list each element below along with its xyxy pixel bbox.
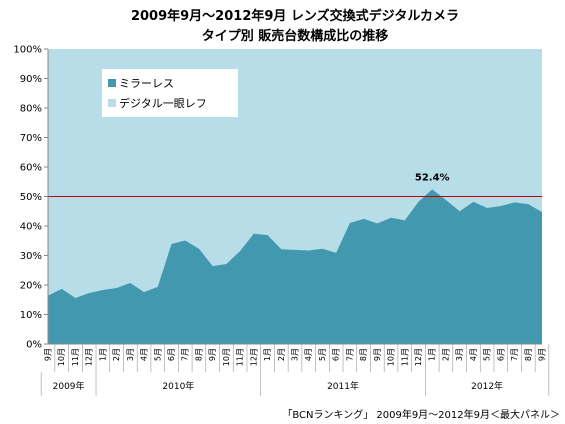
x-tick-label: 5月 [318, 348, 327, 361]
x-tick-label: 2月 [277, 348, 286, 361]
x-tick-label: 7月 [510, 348, 519, 361]
x-tick-label: 6月 [167, 348, 176, 361]
x-tick-label: 2月 [441, 348, 450, 361]
year-label: 2012年 [471, 380, 503, 392]
x-tick-label: 4月 [140, 348, 149, 361]
peak-annotation: 52.4% [415, 172, 450, 183]
x-tick-label: 11月 [236, 348, 245, 366]
y-tick-label: 10% [20, 310, 42, 321]
x-tick-label: 3月 [291, 348, 300, 361]
x-tick-label: 10月 [387, 348, 396, 366]
year-label: 2010年 [162, 380, 194, 392]
chart-title: 2009年9月～2012年9月 レンズ交換式デジタルカメラ [131, 8, 459, 24]
x-tick-label: 3月 [126, 348, 135, 361]
x-tick-label: 2月 [112, 348, 121, 361]
x-tick-label: 10月 [57, 348, 66, 366]
x-tick-label: 1月 [428, 348, 437, 361]
y-tick-label: 40% [20, 222, 42, 233]
y-tick-label: 70% [20, 133, 42, 144]
legend-swatch-mirrorless [108, 79, 116, 87]
x-tick-label: 11月 [400, 348, 409, 366]
legend-box [102, 69, 238, 117]
year-label: 2009年 [53, 380, 85, 392]
y-tick-label: 20% [20, 281, 42, 292]
y-tick-label: 90% [20, 74, 42, 85]
y-tick-label: 50% [20, 192, 42, 203]
x-tick-label: 11月 [71, 348, 80, 366]
x-tick-label: 10月 [222, 348, 231, 366]
y-tick-label: 0% [26, 340, 42, 351]
legend-swatch-dslr [108, 99, 116, 107]
x-tick-label: 4月 [469, 348, 478, 361]
x-tick-label: 12月 [414, 348, 423, 366]
x-tick-label: 7月 [345, 348, 354, 361]
x-axis-ticks: 9月 10月 11月 12月 1月 2月 3月 4月 5月 6月 7月 8月 9月 10月 11月 12月 1月… [44, 344, 550, 372]
x-tick-label: 8月 [524, 348, 533, 361]
x-tick-label: 1月 [263, 348, 272, 361]
x-tick-label: 9月 [538, 348, 547, 361]
y-tick-label: 30% [20, 251, 42, 262]
x-tick-label: 6月 [332, 348, 341, 361]
x-tick-label: 8月 [359, 348, 368, 361]
series-area-mirrorless [48, 189, 542, 344]
x-tick-label: 9月 [373, 348, 382, 361]
y-axis-ticks: 0% 10% 20% 30% 40% 50% 60% 70% 80% 90% 100% [13, 45, 48, 351]
chart-subtitle: タイプ別 販売台数構成比の推移 [202, 28, 389, 44]
x-tick-label: 9月 [208, 348, 217, 361]
year-label: 2011年 [327, 380, 359, 392]
x-tick-label: 4月 [304, 348, 313, 361]
x-tick-label: 1月 [98, 348, 107, 361]
x-axis-years: 2009年 2010年 2011年 2012年 [40, 372, 550, 396]
x-tick-label: 12月 [249, 348, 258, 366]
x-tick-label: 7月 [181, 348, 190, 361]
y-tick-label: 100% [13, 45, 42, 56]
y-tick-label: 80% [20, 104, 42, 115]
x-tick-label: 8月 [194, 348, 203, 361]
source-note: 「BCNランキング」 2009年9月～2012年9月＜最大パネル＞ [282, 408, 560, 421]
x-tick-label: 12月 [85, 348, 94, 366]
legend-label-dslr: デジタル一眼レフ [119, 96, 207, 110]
legend: ミラーレス デジタル一眼レフ [102, 69, 238, 117]
legend-label-mirrorless: ミラーレス [119, 77, 174, 90]
x-tick-label: 6月 [496, 348, 505, 361]
x-tick-label: 9月 [44, 348, 53, 361]
y-tick-label: 60% [20, 163, 42, 174]
x-tick-label: 5月 [153, 348, 162, 361]
x-tick-label: 3月 [455, 348, 464, 361]
x-tick-label: 5月 [483, 348, 492, 361]
plot-area [47, 49, 542, 345]
